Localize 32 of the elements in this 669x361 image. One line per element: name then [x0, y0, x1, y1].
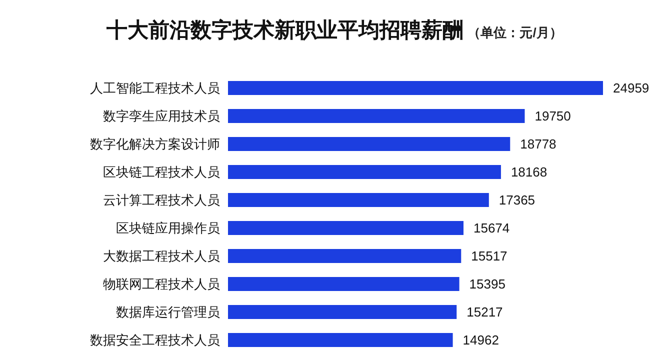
bar	[228, 221, 464, 235]
bar	[228, 333, 453, 347]
data-label: 18168	[510, 164, 548, 180]
bar	[228, 249, 462, 263]
bar	[228, 305, 457, 319]
y-tick-label: 人工智能工程技术人员	[90, 80, 220, 96]
y-tick-label: 区块链工程技术人员	[103, 164, 220, 180]
data-label: 18778	[520, 136, 556, 152]
y-tick-label: 物联网工程技术人员	[103, 276, 220, 292]
chart-title: 十大前沿数字技术新职业平均招聘薪酬	[106, 19, 464, 42]
chart-subtitle: （单位：元/月）	[468, 25, 562, 40]
data-label: 24959	[613, 80, 650, 96]
bar	[228, 109, 525, 123]
y-tick-label: 大数据工程技术人员	[103, 248, 220, 264]
bar	[228, 81, 603, 95]
y-tick-label: 数字化解决方案设计师	[90, 136, 220, 152]
y-tick-label: 数字孪生应用技术员	[103, 108, 220, 124]
y-tick-label: 数据安全工程技术人员	[90, 332, 220, 348]
bar	[228, 137, 510, 151]
bar	[228, 165, 501, 179]
data-label: 15217	[466, 304, 503, 320]
data-label: 15517	[471, 248, 508, 264]
y-tick-label: 区块链应用操作员	[116, 220, 220, 236]
data-label: 15674	[473, 220, 510, 236]
data-label: 14962	[462, 332, 499, 348]
data-label: 19750	[534, 108, 571, 124]
bar	[228, 193, 489, 207]
y-tick-label: 云计算工程技术人员	[103, 192, 220, 208]
data-label: 15395	[469, 276, 506, 292]
y-tick-label: 数据库运行管理员	[116, 304, 220, 320]
bar	[228, 277, 460, 291]
data-label: 17365	[498, 192, 536, 208]
